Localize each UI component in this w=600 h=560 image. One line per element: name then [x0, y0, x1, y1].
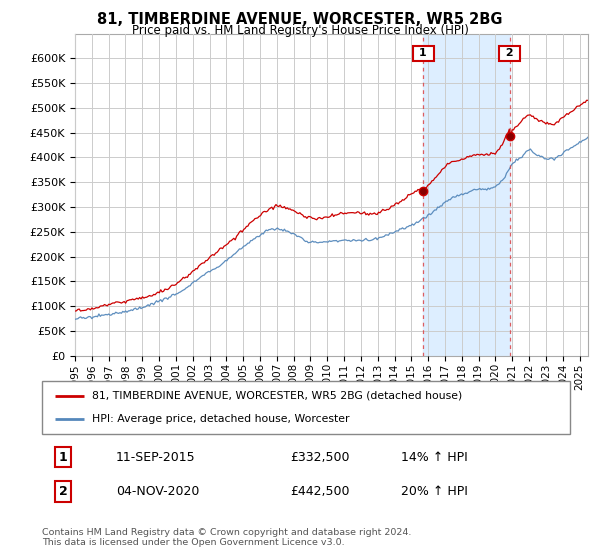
Text: £332,500: £332,500: [290, 451, 350, 464]
Text: 1: 1: [415, 48, 431, 58]
Text: £442,500: £442,500: [290, 485, 350, 498]
Text: 1: 1: [59, 451, 67, 464]
Text: 81, TIMBERDINE AVENUE, WORCESTER, WR5 2BG: 81, TIMBERDINE AVENUE, WORCESTER, WR5 2B…: [97, 12, 503, 27]
Text: 04-NOV-2020: 04-NOV-2020: [116, 485, 199, 498]
Text: 2: 2: [59, 485, 67, 498]
Text: Contains HM Land Registry data © Crown copyright and database right 2024.
This d: Contains HM Land Registry data © Crown c…: [42, 528, 412, 547]
Text: 20% ↑ HPI: 20% ↑ HPI: [401, 485, 468, 498]
Text: 81, TIMBERDINE AVENUE, WORCESTER, WR5 2BG (detached house): 81, TIMBERDINE AVENUE, WORCESTER, WR5 2B…: [92, 391, 463, 401]
Text: 14% ↑ HPI: 14% ↑ HPI: [401, 451, 468, 464]
Text: Price paid vs. HM Land Registry's House Price Index (HPI): Price paid vs. HM Land Registry's House …: [131, 24, 469, 37]
Text: 11-SEP-2015: 11-SEP-2015: [116, 451, 196, 464]
Text: HPI: Average price, detached house, Worcester: HPI: Average price, detached house, Worc…: [92, 414, 350, 424]
Text: 2: 2: [502, 48, 517, 58]
FancyBboxPatch shape: [42, 381, 570, 434]
Bar: [423, 34, 509, 356]
